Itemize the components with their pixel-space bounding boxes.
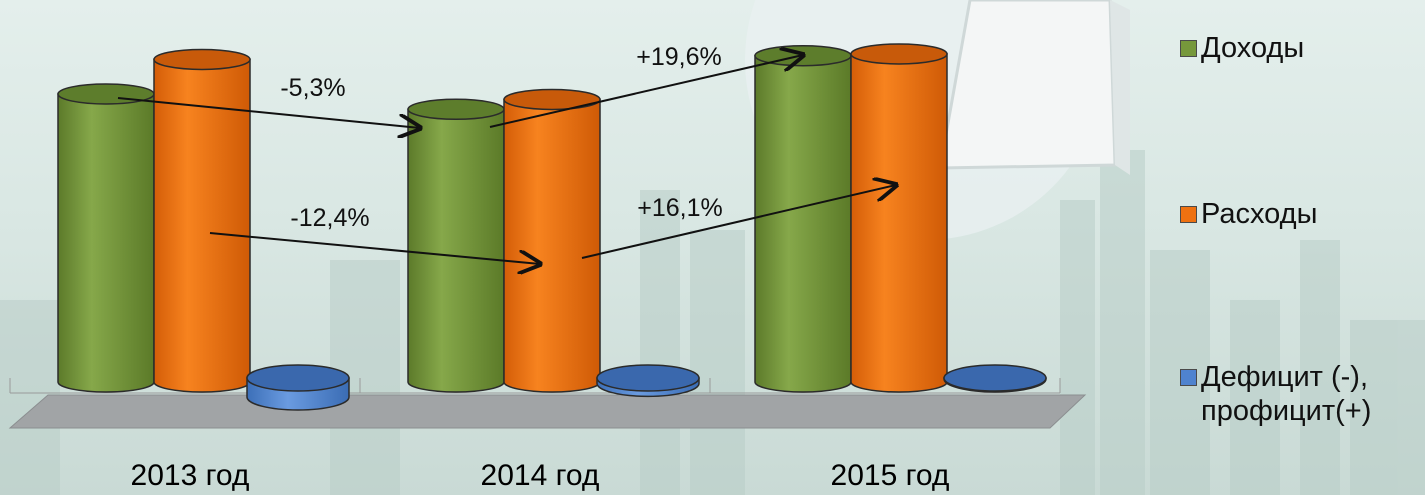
bar-body: [57, 93, 155, 393]
legend-label: Расходы: [1201, 198, 1318, 230]
bar-top: [943, 364, 1047, 392]
percent-change-label: -5,3%: [280, 74, 345, 102]
change-arrow: [581, 185, 896, 259]
legend-label-line2: профицит(+): [1201, 395, 1372, 427]
bar-top: [850, 43, 948, 65]
bar-income-3: [754, 44, 852, 393]
bar-top: [407, 98, 505, 121]
percent-change-label: -12,4%: [290, 204, 369, 232]
legend-item-deficit[interactable]: Дефицит (-), профицит(+): [1180, 360, 1371, 428]
legend-item-income[interactable]: Доходы: [1180, 31, 1304, 65]
percent-change-label: +16,1%: [637, 194, 723, 222]
bar-top: [596, 364, 700, 392]
legend-swatch-income: [1180, 40, 1197, 57]
bar-top: [246, 364, 350, 392]
legend-label: Доходы: [1201, 32, 1305, 64]
legend-swatch-expenses: [1180, 206, 1197, 223]
chart-floor: [8, 394, 1087, 429]
legend-swatch-deficit: [1180, 369, 1197, 386]
bar-top: [503, 88, 601, 111]
chart-legend: Доходы Расходы Дефицит (-), профицит(+): [1180, 0, 1425, 495]
legend-item-expenses[interactable]: Расходы: [1180, 197, 1317, 231]
bar-body: [503, 98, 601, 393]
bar-expenses-1: [153, 48, 251, 393]
bar-expenses-2: [503, 88, 601, 393]
bar-body: [754, 54, 852, 393]
bar-body: [407, 108, 505, 393]
bar-expenses-3: [850, 43, 948, 393]
category-label: 2014 год: [481, 459, 600, 492]
change-arrow: [209, 232, 540, 264]
legend-label-multiline: Дефицит (-), профицит(+): [1201, 360, 1371, 428]
bar-income-1: [57, 83, 155, 393]
bar-income-2: [407, 98, 505, 393]
category-label: 2015 год: [831, 459, 950, 492]
percent-change-label: +19,6%: [636, 43, 722, 71]
bar-top: [153, 48, 251, 71]
bar-deficit-2: [596, 364, 700, 398]
category-label: 2013 год: [131, 459, 250, 492]
change-arrow: [117, 97, 420, 128]
axis-ticks: [9, 378, 1061, 393]
bar-body: [850, 53, 948, 393]
legend-label-line1: Дефицит (-),: [1201, 361, 1369, 393]
bar-deficit-3: [943, 364, 1047, 393]
change-arrow: [489, 55, 803, 128]
bar-deficit-1: [246, 364, 350, 411]
